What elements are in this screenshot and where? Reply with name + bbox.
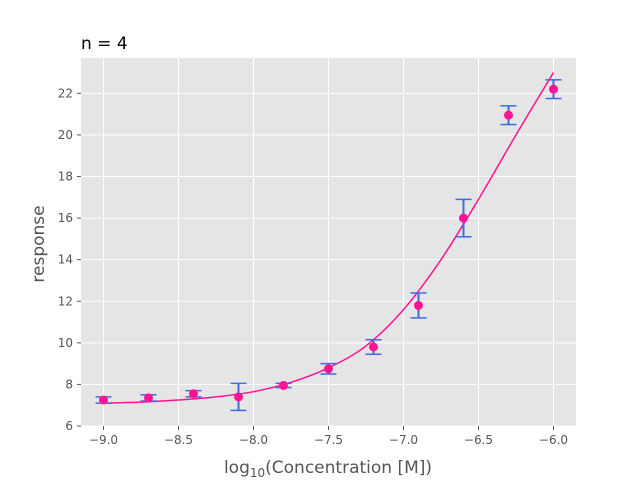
x-tick-label: −7.5 xyxy=(314,433,343,447)
y-axis-ticks: 6 8 10 12 14 16 18 20 22 xyxy=(58,86,81,433)
y-tick-label: 6 xyxy=(65,419,73,433)
data-point xyxy=(504,110,513,120)
x-tick-label: −7.0 xyxy=(389,433,418,447)
data-points xyxy=(99,84,558,405)
y-tick-label: 20 xyxy=(58,128,73,142)
data-point xyxy=(369,342,378,352)
data-point xyxy=(144,393,153,403)
x-axis-label: log10(Concentration [M]) xyxy=(224,458,432,480)
x-axis-label-suffix: (Concentration [M]) xyxy=(265,458,432,478)
data-point xyxy=(189,389,198,399)
data-point xyxy=(99,395,108,405)
y-tick-label: 18 xyxy=(58,170,73,184)
data-point xyxy=(279,380,288,390)
y-tick-label: 14 xyxy=(58,253,73,267)
x-tick-label: −8.0 xyxy=(239,433,268,447)
x-axis-label-prefix: log xyxy=(224,458,250,478)
x-tick-label: −6.0 xyxy=(539,433,568,447)
y-tick-label: 8 xyxy=(65,377,73,391)
data-point xyxy=(459,213,468,223)
y-axis-label: response xyxy=(29,205,49,282)
data-point xyxy=(414,300,423,310)
x-tick-label: −8.5 xyxy=(164,433,193,447)
x-tick-label: −6.5 xyxy=(464,433,493,447)
chart-title: n = 4 xyxy=(81,34,128,54)
x-axis-label-subscript: 10 xyxy=(250,466,265,480)
y-tick-label: 12 xyxy=(58,294,73,308)
y-tick-label: 10 xyxy=(58,336,73,350)
x-axis-ticks: −9.0 −8.5 −8.0 −7.5 −7.0 −6.5 −6.0 xyxy=(89,426,568,447)
x-tick-label: −9.0 xyxy=(89,433,118,447)
data-point xyxy=(324,364,333,374)
y-tick-label: 16 xyxy=(58,211,73,225)
grid xyxy=(81,58,576,427)
y-tick-label: 22 xyxy=(58,86,73,100)
data-point xyxy=(549,84,558,94)
data-point xyxy=(234,392,243,402)
